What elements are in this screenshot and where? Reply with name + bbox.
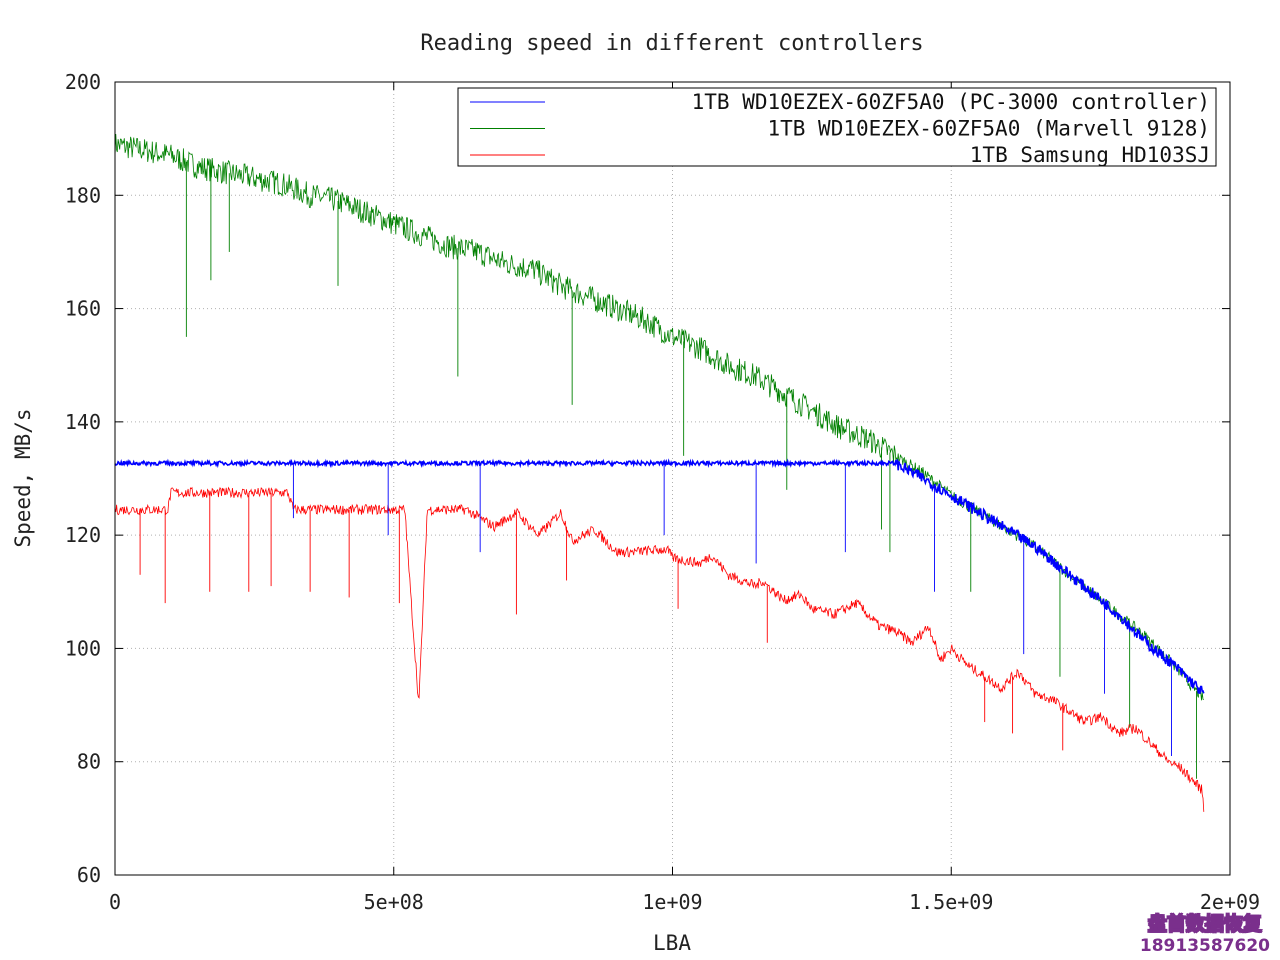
y-tick-label: 80 [77,750,101,774]
legend-label: 1TB Samsung HD103SJ [970,143,1210,167]
series-line [114,458,1205,694]
watermark: 盘首数据恢复 18913587620 [1139,909,1270,957]
y-tick-label: 140 [65,410,101,434]
chart-title: Reading speed in different controllers [420,31,923,56]
y-tick-label: 160 [65,297,101,321]
y-tick-label: 60 [77,863,101,887]
watermark-company-name: 盘首数据恢复 [1147,913,1262,936]
legend-box [457,87,1217,167]
y-tick-label: 200 [65,70,101,94]
legend-label: 1TB WD10EZEX-60ZF5A0 (Marvell 9128) [767,117,1210,141]
legend-label: 1TB WD10EZEX-60ZF5A0 (PC-3000 controller… [692,90,1210,114]
axis-ticks: 60 80 100 120 140 160 180 200 0 5e+08 1e+09 1.5e+09… [65,70,1260,914]
series-line [114,486,1205,812]
legend: 1TB WD10EZEX-60ZF5A0 (PC-3000 controller… [457,87,1217,167]
series-0 [114,458,1205,757]
y-axis-label: Speed, MB/s [11,408,35,547]
x-tick-label: 1e+09 [642,890,702,914]
x-axis-label: LBA [653,931,691,955]
x-tick-label: 0 [109,890,121,914]
x-tick-label: 1.5e+09 [909,890,993,914]
y-tick-label: 120 [65,523,101,547]
y-tick-label: 180 [65,183,101,207]
series-line [114,133,1204,701]
grid [115,82,1230,875]
x-tick-label: 5e+08 [364,890,424,914]
watermark-phone-number: 18913587620 [1139,936,1270,956]
series-layer [114,133,1205,812]
x-tick-label: 2e+09 [1200,890,1260,914]
series-2 [114,486,1205,812]
series-1 [114,133,1204,779]
y-tick-label: 100 [65,636,101,660]
